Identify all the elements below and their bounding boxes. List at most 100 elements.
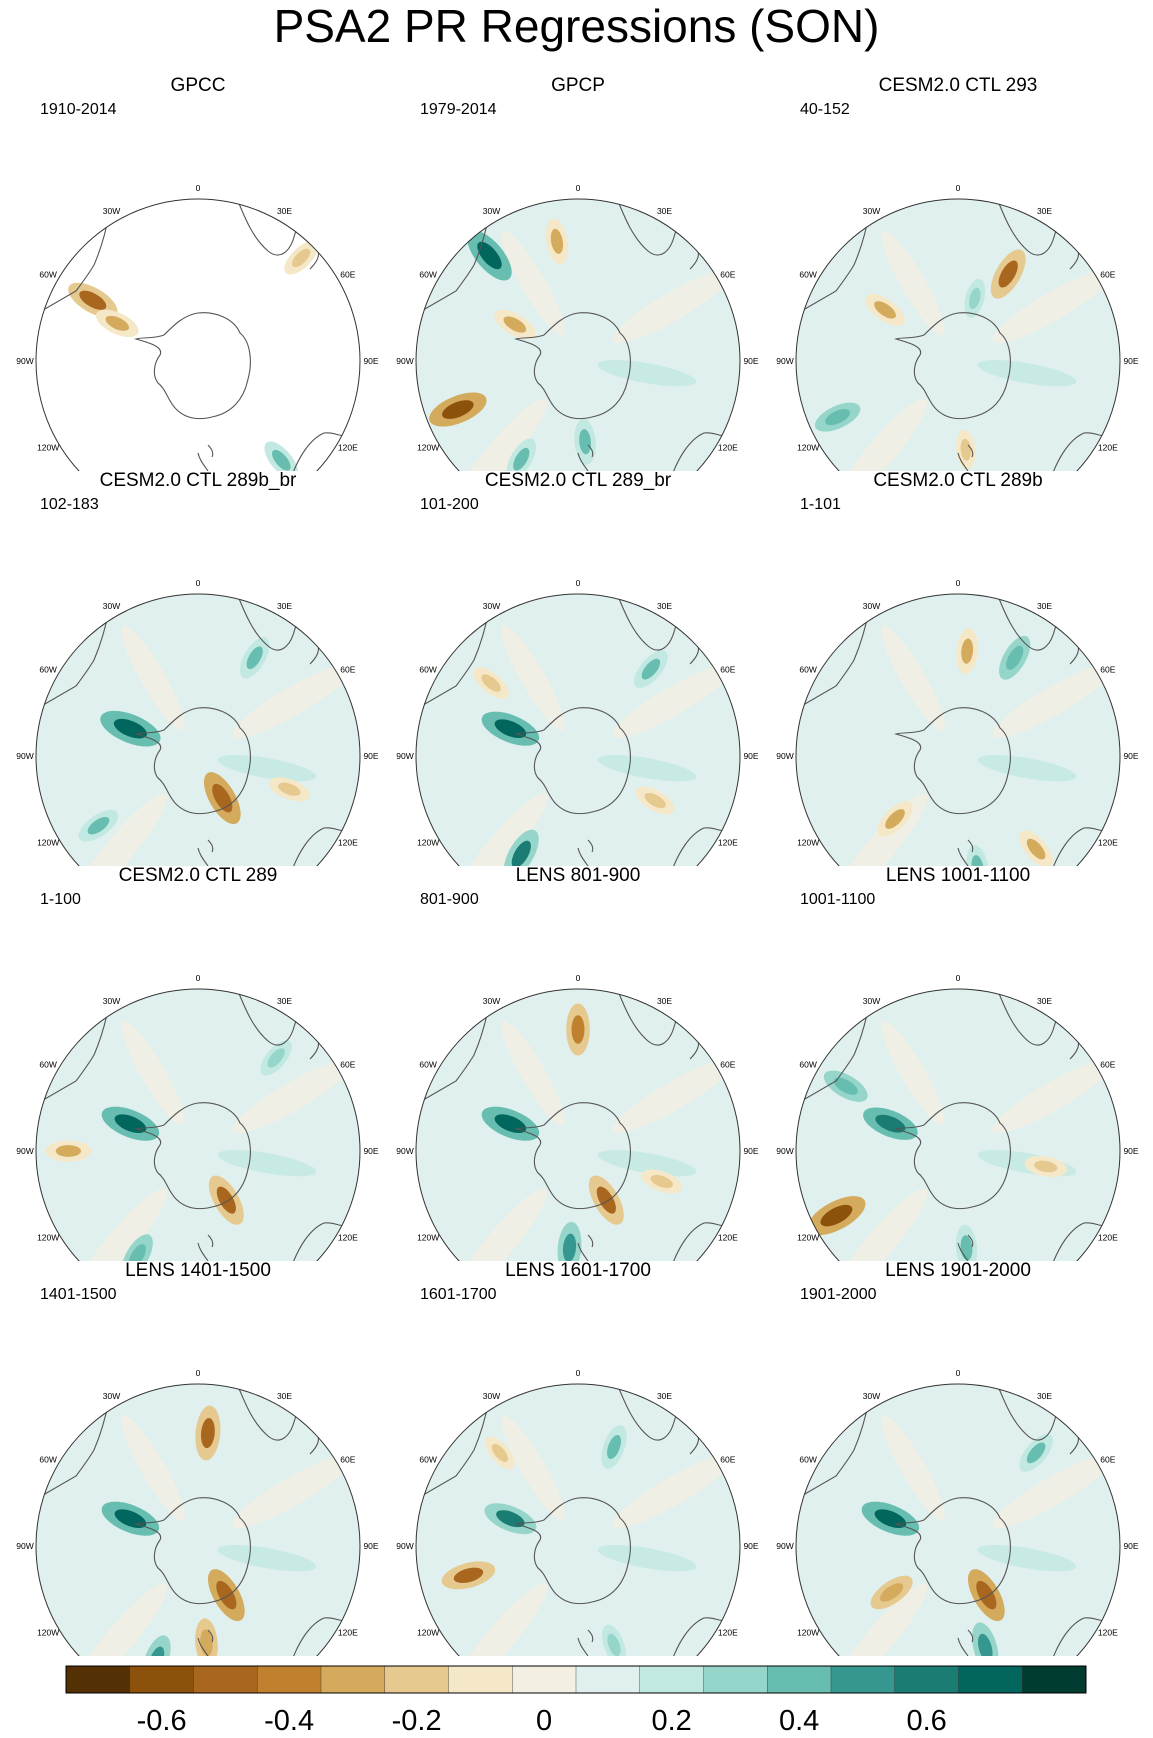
anomaly-core (550, 228, 564, 254)
longitude-label: 0 (576, 578, 581, 588)
panel-period: 1601-1700 (420, 1286, 497, 1303)
longitude-label: 120E (338, 1628, 358, 1638)
anomaly-core (87, 817, 110, 835)
background-swirl (881, 625, 945, 731)
longitude-label: 90E (363, 751, 378, 761)
background-swirl (597, 360, 697, 387)
longitude-label: 120W (417, 1628, 439, 1638)
map-border (35, 1383, 361, 1656)
longitude-label: 120E (1098, 1628, 1118, 1638)
longitude-label: 120W (417, 443, 439, 453)
map-border (35, 988, 361, 1261)
longitude-label: 90E (743, 1541, 758, 1551)
panel-period: 101-200 (420, 496, 479, 513)
colorbar-swatch (320, 1665, 386, 1694)
longitude-label: 0 (576, 183, 581, 193)
panel-cesm-293: CESM2.0 CTL 293 030E60E90E120E150E180150W… (768, 75, 1148, 471)
background-swirl (597, 755, 697, 782)
anomaly-core (453, 1567, 484, 1584)
anomaly-core (579, 429, 591, 455)
background-swirl (454, 793, 548, 866)
longitude-label: 120W (797, 838, 819, 848)
anomaly-core (998, 260, 1018, 288)
map-background (416, 594, 740, 866)
longitude-label: 120W (417, 838, 439, 848)
background-swirl (232, 1058, 355, 1134)
longitude-label: 60W (39, 270, 56, 280)
map-border (415, 593, 741, 866)
longitude-label: 60E (340, 270, 355, 280)
map-border (795, 1383, 1121, 1656)
longitude-label: 120W (37, 1628, 59, 1638)
longitude-label: 30E (657, 206, 672, 216)
anomaly-core (976, 1580, 997, 1610)
background-swirl (977, 1545, 1077, 1572)
longitude-label: 60W (419, 1060, 436, 1070)
longitude-label: 60W (799, 1455, 816, 1465)
background-swirl (454, 1583, 548, 1656)
panel-title: CESM2.0 CTL 293 (878, 75, 1038, 96)
anomaly-core (607, 1633, 621, 1656)
anomaly-core (1006, 645, 1024, 670)
figure-title: PSA2 PR Regressions (SON) (273, 0, 880, 52)
background-swirl (232, 663, 355, 739)
anomaly-core (874, 301, 896, 319)
polar-map-cesm-289b-br: 030E60E90E120E150E180150W120W90W60W30W (16, 578, 379, 866)
longitude-label: 30E (657, 601, 672, 611)
longitude-label: 30W (103, 206, 120, 216)
longitude-label: 120E (718, 838, 738, 848)
background-swirl (74, 793, 168, 866)
longitude-label: 120E (338, 838, 358, 848)
longitude-label: 60W (799, 270, 816, 280)
longitude-label: 60W (419, 270, 436, 280)
polar-map-cesm-293: 030E60E90E120E150E180150W120W90W60W30W (776, 183, 1139, 471)
map-border (795, 198, 1121, 471)
background-swirl (74, 1188, 168, 1261)
anomaly-core (562, 1233, 577, 1261)
panel-title: GPCP (551, 75, 605, 96)
longitude-label: 30W (483, 1391, 500, 1401)
longitude-label: 90W (16, 356, 33, 366)
polar-map-lens-1601-1700: 030E60E90E120E150E180150W120W90W60W30W (396, 1368, 759, 1656)
longitude-label: 30E (657, 996, 672, 1006)
panel-period: 1979-2014 (420, 101, 497, 118)
panel-period: 1-100 (40, 891, 81, 908)
colorbar-swatch (448, 1665, 513, 1694)
background-swirl (501, 625, 565, 731)
longitude-label: 120E (1098, 1233, 1118, 1243)
longitude-label: 60W (799, 1060, 816, 1070)
longitude-label: 120W (37, 838, 59, 848)
colorbar-swatch (512, 1665, 577, 1694)
panel-period: 40-152 (800, 101, 850, 118)
longitude-label: 60E (1100, 270, 1115, 280)
background-swirl (612, 1058, 735, 1134)
longitude-label: 0 (956, 973, 961, 983)
polar-map-cesm-289b: 030E60E90E120E150E180150W120W90W60W30W (776, 578, 1139, 866)
longitude-label: 120E (718, 1628, 738, 1638)
panel-gpcp: GPCP030E60E90E120E150E180150W120W90W60W3… (388, 75, 768, 471)
anomaly-core (825, 409, 851, 426)
colorbar-swatch (384, 1665, 450, 1694)
anomaly-core (481, 674, 501, 692)
longitude-label: 30E (277, 996, 292, 1006)
anomaly-core (128, 1244, 146, 1261)
anomaly-core (503, 316, 527, 333)
longitude-label: 30W (483, 996, 500, 1006)
anomaly-core (246, 646, 263, 670)
longitude-label: 60W (799, 665, 816, 675)
background-swirl (121, 1415, 185, 1521)
longitude-label: 90W (396, 751, 413, 761)
longitude-label: 120W (797, 1233, 819, 1243)
longitude-label: 30E (1037, 1391, 1052, 1401)
longitude-label: 0 (196, 1368, 201, 1378)
map-background (36, 989, 360, 1261)
longitude-label: 90W (396, 1146, 413, 1156)
map-border (415, 988, 741, 1261)
longitude-label: 60E (720, 270, 735, 280)
colorbar-swatch (894, 1665, 960, 1694)
anomaly-core (148, 1646, 165, 1656)
longitude-label: 90W (776, 751, 793, 761)
background-swirl (217, 1545, 317, 1572)
panel-title: LENS 1601-1700 (505, 1260, 651, 1281)
longitude-label: 30W (483, 206, 500, 216)
